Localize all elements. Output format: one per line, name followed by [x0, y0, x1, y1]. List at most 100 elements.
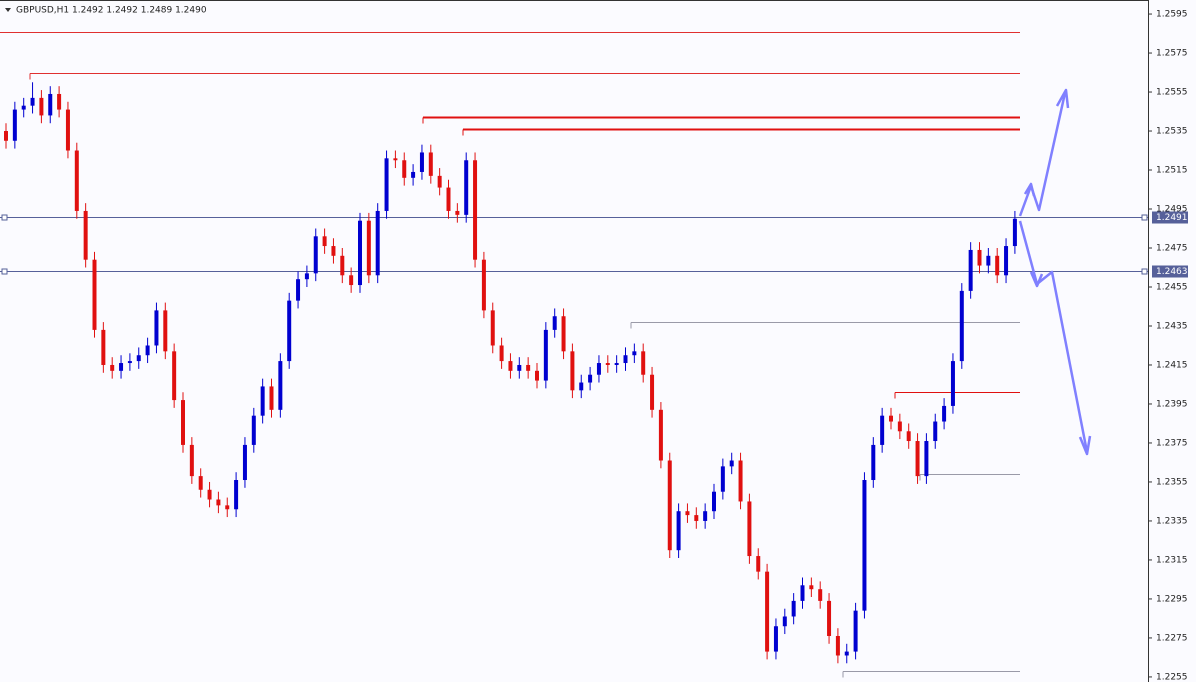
y-tick-label: 1.2355	[1156, 477, 1188, 487]
candle-body	[756, 556, 761, 572]
candle-body	[375, 210, 380, 276]
candle-body	[358, 220, 362, 286]
candle-body	[428, 152, 433, 176]
candle-body	[632, 351, 637, 356]
candle-body	[251, 415, 256, 445]
candle-body	[871, 444, 876, 481]
candle-body	[242, 444, 247, 481]
y-tick-label: 1.2335	[1156, 516, 1188, 526]
price-line-handle	[1141, 268, 1148, 275]
down-arrow-path	[1018, 220, 1089, 453]
candle-body	[322, 236, 327, 247]
candle-body	[349, 275, 354, 286]
candle-body	[464, 160, 469, 215]
candle-body	[331, 246, 336, 256]
candle-body	[393, 158, 398, 161]
candle-body	[959, 290, 964, 362]
candle-body	[676, 511, 681, 551]
candle-body	[313, 236, 318, 274]
candle-body	[110, 364, 115, 371]
y-tick-label: 1.2595	[1156, 10, 1188, 20]
y-tick-label: 1.2295	[1156, 594, 1188, 604]
candle-body	[605, 363, 610, 365]
candle-body	[296, 279, 301, 301]
candle-body	[570, 351, 575, 391]
candle-body	[579, 382, 584, 391]
candle-body	[773, 626, 778, 652]
candle-body	[30, 97, 35, 106]
candle-body	[411, 171, 416, 178]
candle-body	[889, 415, 893, 422]
candle-body	[712, 491, 716, 512]
candle-body	[340, 255, 345, 276]
candle-body	[48, 93, 53, 116]
candle-body	[278, 361, 283, 410]
arrows	[1018, 88, 1092, 456]
candle-body	[950, 361, 955, 406]
y-tick-label: 1.2415	[1156, 360, 1188, 370]
candle-body	[419, 152, 424, 172]
candle-body	[729, 460, 734, 467]
candle-body	[782, 616, 787, 627]
candle-body	[234, 480, 239, 510]
candle-body	[198, 476, 203, 490]
candle-body	[517, 364, 522, 371]
candle-body	[844, 651, 849, 656]
candle-body	[623, 355, 628, 364]
candle-body	[1004, 246, 1009, 276]
candle-body	[853, 610, 858, 652]
candle-body	[906, 431, 911, 442]
candle-body	[39, 97, 44, 116]
plot-area	[0, 0, 1148, 682]
candle-body	[455, 210, 460, 215]
candle-body	[207, 489, 212, 500]
candle-body	[694, 515, 699, 521]
candle-body	[526, 364, 531, 371]
candle-body	[225, 505, 230, 510]
price-label: 1.2491	[1156, 213, 1188, 223]
candle-body	[561, 316, 566, 352]
candle-body	[685, 511, 690, 516]
y-tick-label: 1.2455	[1156, 282, 1188, 292]
candle-body	[942, 405, 947, 422]
candle-body	[127, 361, 132, 364]
candle-body	[154, 310, 159, 346]
candle-body	[21, 105, 26, 110]
candle-body	[92, 259, 97, 330]
y-tick-label: 1.2495	[1156, 205, 1188, 215]
y-tick-label: 1.2475	[1156, 244, 1188, 254]
candle-body	[827, 600, 832, 636]
candle-body	[163, 310, 168, 352]
candle-body	[915, 441, 920, 477]
candle-body	[986, 255, 991, 266]
candle-body	[552, 316, 557, 330]
arrow-head	[1029, 271, 1044, 288]
candle-body	[995, 255, 1000, 276]
candle-body	[74, 150, 79, 211]
candle-body	[924, 441, 929, 477]
candle-body	[83, 210, 88, 260]
candle-body	[977, 249, 982, 266]
candle-body	[933, 421, 938, 442]
marks	[0, 32, 1148, 678]
candle-body	[499, 345, 504, 362]
candle-body	[658, 409, 663, 461]
candle-body	[490, 310, 495, 346]
candle-body	[596, 363, 601, 375]
candle-body	[189, 444, 194, 477]
price-line-handle	[1, 214, 8, 221]
candle-body	[119, 363, 124, 371]
candle-body	[897, 421, 902, 432]
arrow-head	[1055, 88, 1070, 109]
y-tick-label: 1.2515	[1156, 166, 1188, 176]
candle-body	[1012, 218, 1017, 247]
candle-body	[800, 585, 805, 601]
candle-body	[543, 329, 548, 381]
arrow-head	[1078, 435, 1092, 456]
y-tick-label: 1.2275	[1156, 633, 1188, 643]
price-line-handle	[1, 268, 8, 275]
chart-title: GBPUSD,H1 1.2492 1.2492 1.2489 1.2490	[16, 6, 207, 16]
header-arrow	[5, 8, 11, 12]
candle-body	[269, 386, 274, 410]
price-label-box	[1152, 265, 1188, 278]
